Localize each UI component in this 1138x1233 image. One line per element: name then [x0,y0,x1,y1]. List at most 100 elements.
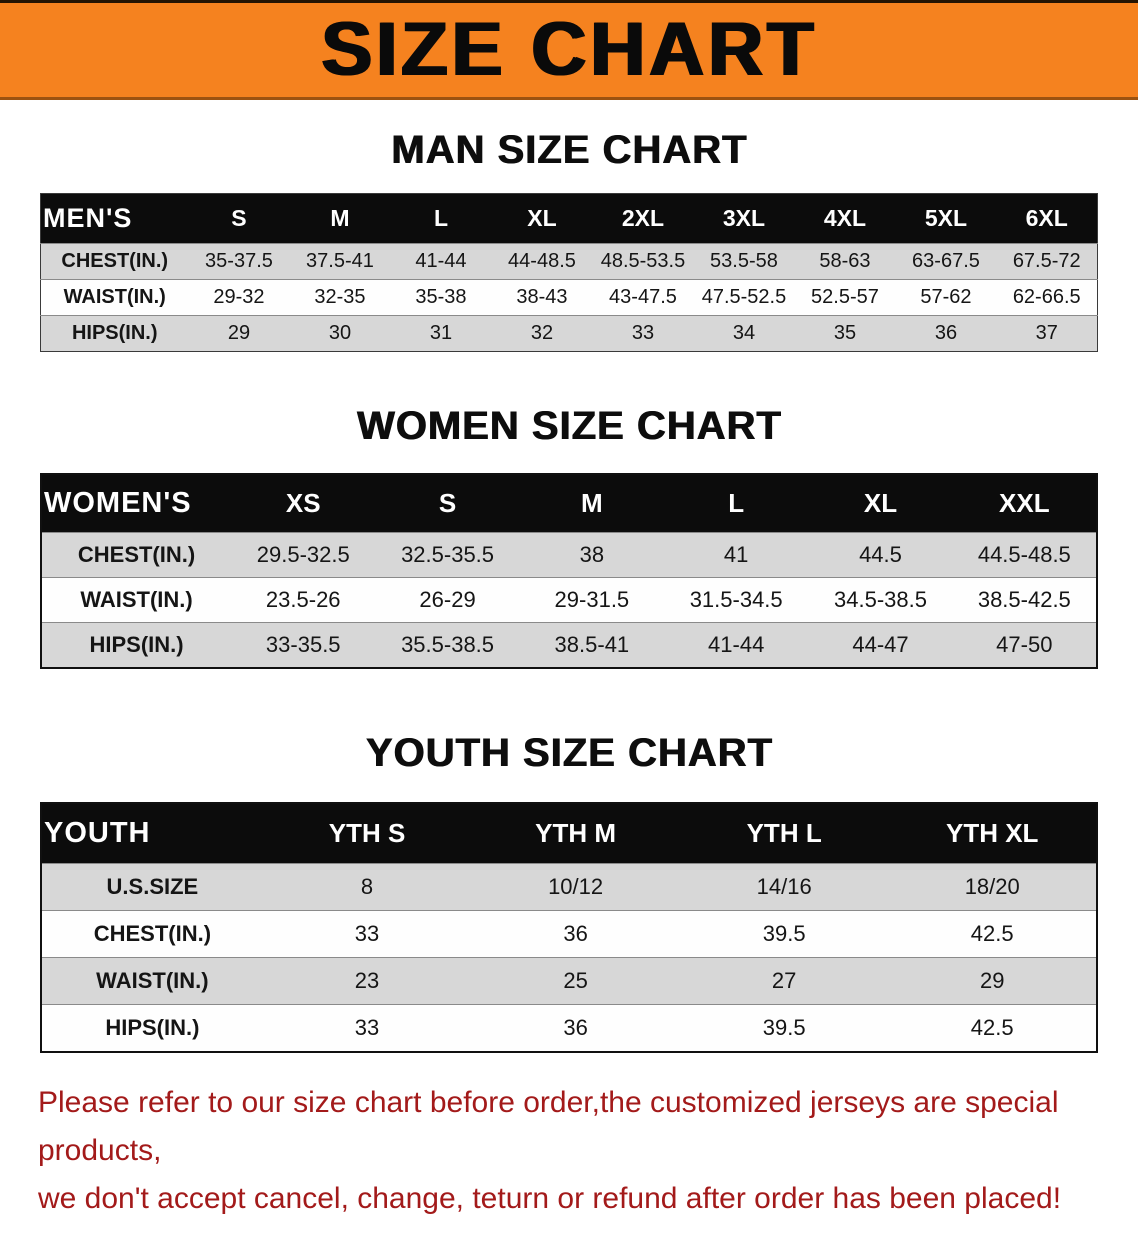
table-row: WAIST(IN.) 23.5-26 26-29 29-31.5 31.5-34.5 34… [41,577,1097,623]
measurement-value-cell: 32.5-35.5 [375,532,520,578]
table-row: WAIST(IN.) 23 25 27 29 [41,957,1097,1005]
measurement-value-cell: 38.5-41 [519,622,665,668]
measurement-value-cell: 32-35 [289,279,391,316]
men-section-heading: MAN SIZE CHART [390,128,748,172]
size-column-header: XL [491,193,593,244]
measurement-value-cell: 36 [895,315,997,352]
row-label-cell: HIPS(IN.) [40,315,189,352]
table-header-row: YOUTH YTH S YTH M YTH L YTH XL [41,803,1097,864]
measurement-value-cell: 52.5-57 [794,279,896,316]
measurement-value-cell: 41-44 [664,622,809,668]
size-column-header: YTH M [471,803,680,864]
size-column-header: YTH L [679,803,889,864]
row-label-cell: WAIST(IN.) [41,577,232,623]
measurement-value-cell: 35-38 [390,279,492,316]
measurement-value-cell: 33-35.5 [231,622,376,668]
size-column-header: L [664,474,809,533]
table-title-cell: WOMEN'S [41,474,232,533]
measurement-value-cell: 25 [471,957,680,1005]
row-label-cell: U.S.SIZE [41,863,263,911]
measurement-value-cell: 29 [188,315,290,352]
disclaimer-line-1: Please refer to our size chart before or… [38,1086,1059,1167]
measurement-value-cell: 44-48.5 [491,243,593,280]
measurement-value-cell: 29 [888,957,1097,1005]
measurement-value-cell: 35.5-38.5 [375,622,520,668]
measurement-value-cell: 35 [794,315,896,352]
measurement-value-cell: 30 [289,315,391,352]
table-row: WAIST(IN.) 29-32 32-35 35-38 38-43 43-47.5 47.… [40,279,1098,316]
table-title-cell: YOUTH [41,803,263,864]
measurement-value-cell: 29-32 [188,279,290,316]
measurement-value-cell: 8 [262,863,472,911]
size-column-header: 6XL [996,193,1098,244]
size-column-header: M [289,193,391,244]
measurement-value-cell: 31 [390,315,492,352]
table-row: CHEST(IN.) 29.5-32.5 32.5-35.5 38 41 44.5 44.5… [41,532,1097,578]
page-title: SIZE CHART [321,7,817,92]
measurement-value-cell: 39.5 [679,1004,889,1052]
measurement-value-cell: 32 [491,315,593,352]
measurement-value-cell: 26-29 [375,577,520,623]
table-header-row: MEN'S S M L XL 2XL 3XL 4XL 5XL 6XL [40,193,1098,244]
measurement-value-cell: 14/16 [679,863,889,911]
measurement-value-cell: 23.5-26 [231,577,376,623]
measurement-value-cell: 23 [262,957,472,1005]
measurement-value-cell: 37 [996,315,1098,352]
measurement-value-cell: 53.5-58 [693,243,795,280]
youth-size-table: YOUTH YTH S YTH M YTH L YTH XL U.S.SIZE 8 10/12… [40,802,1098,1053]
row-label-cell: CHEST(IN.) [40,243,189,280]
measurement-value-cell: 33 [592,315,694,352]
measurement-value-cell: 37.5-41 [289,243,391,280]
measurement-value-cell: 33 [262,1004,472,1052]
row-label-cell: WAIST(IN.) [40,279,189,316]
measurement-value-cell: 57-62 [895,279,997,316]
table-row: U.S.SIZE 8 10/12 14/16 18/20 [41,863,1097,911]
table-title-cell: MEN'S [40,193,189,244]
row-label-cell: CHEST(IN.) [41,532,232,578]
measurement-value-cell: 42.5 [888,1004,1097,1052]
measurement-value-cell: 47-50 [952,622,1097,668]
table-header-row: WOMEN'S XS S M L XL XXL [41,474,1097,533]
measurement-value-cell: 39.5 [679,910,889,958]
women-size-section: WOMEN SIZE CHART WOMEN'S XS S M L XL XXL CHEST(… [0,404,1138,669]
measurement-value-cell: 29.5-32.5 [231,532,376,578]
disclaimer-line-2: we don't accept cancel, change, teturn o… [38,1182,1062,1215]
table-row: CHEST(IN.) 35-37.5 37.5-41 41-44 44-48.5 48.5… [40,243,1098,280]
measurement-value-cell: 48.5-53.5 [592,243,694,280]
size-column-header: XL [808,474,953,533]
measurement-value-cell: 44.5 [808,532,953,578]
measurement-value-cell: 18/20 [888,863,1097,911]
measurement-value-cell: 36 [471,910,680,958]
table-row: HIPS(IN.) 33 36 39.5 42.5 [41,1004,1097,1052]
measurement-value-cell: 36 [471,1004,680,1052]
row-label-cell: WAIST(IN.) [41,957,263,1005]
measurement-value-cell: 63-67.5 [895,243,997,280]
measurement-value-cell: 38-43 [491,279,593,316]
measurement-value-cell: 29-31.5 [519,577,665,623]
measurement-value-cell: 44.5-48.5 [952,532,1097,578]
measurement-value-cell: 42.5 [888,910,1097,958]
size-column-header: 4XL [794,193,896,244]
size-column-header: L [390,193,492,244]
measurement-value-cell: 34 [693,315,795,352]
men-size-table: MEN'S S M L XL 2XL 3XL 4XL 5XL 6XL CHEST(IN.) 35-37… [40,193,1098,352]
size-column-header: YTH S [262,803,472,864]
disclaimer: Please refer to our size chart before or… [38,1079,1100,1223]
size-column-header: 2XL [592,193,694,244]
size-column-header: XXL [952,474,1097,533]
size-column-header: XS [231,474,376,533]
measurement-value-cell: 38.5-42.5 [952,577,1097,623]
row-label-cell: HIPS(IN.) [41,622,232,668]
measurement-value-cell: 41 [664,532,809,578]
measurement-value-cell: 43-47.5 [592,279,694,316]
measurement-value-cell: 27 [679,957,889,1005]
table-row: CHEST(IN.) 33 36 39.5 42.5 [41,910,1097,958]
measurement-value-cell: 58-63 [794,243,896,280]
measurement-value-cell: 38 [519,532,665,578]
size-column-header: 3XL [693,193,795,244]
table-row: HIPS(IN.) 29 30 31 32 33 34 35 36 37 [40,315,1098,352]
measurement-value-cell: 35-37.5 [188,243,290,280]
size-column-header: S [375,474,520,533]
measurement-value-cell: 10/12 [471,863,680,911]
